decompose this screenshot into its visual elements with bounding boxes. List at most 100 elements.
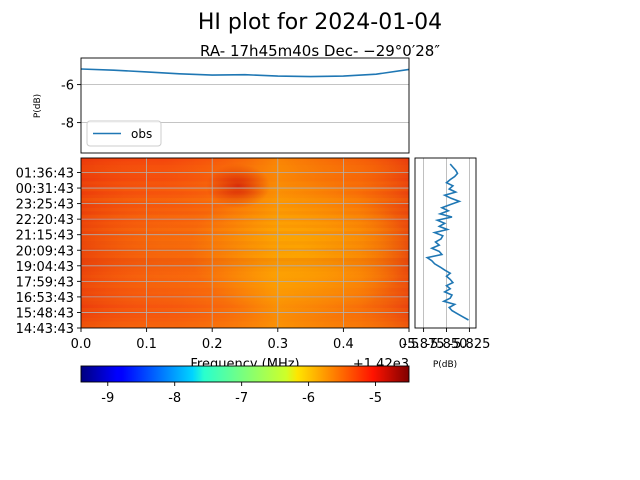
heatmap-row (81, 241, 409, 245)
heatmap-row (81, 291, 409, 295)
heatmap-x-ticks: 0.0 0.1 0.2 0.3 0.4 0.5 (71, 328, 420, 352)
spectrum-y-tick-label: -6 (61, 79, 74, 94)
heatmap-x-tick-label: 0.0 (71, 337, 92, 352)
heatmap-row (81, 288, 409, 291)
figure-subtitle: RA- 17h45m40s Dec- −29°0′28″ (200, 42, 440, 60)
heatmap-row (81, 198, 409, 202)
spectrum-y-tick-label: -8 (61, 117, 74, 132)
spectrum-legend: obs (86, 120, 162, 147)
heatmap-row (81, 221, 409, 224)
colorbar-ticks: -9 -8 -7 -6 -5 (101, 382, 382, 406)
heatmap-row (81, 171, 409, 175)
heatmap-y-tick-label: 00:31:43 (16, 182, 74, 197)
heatmap-row (81, 324, 409, 328)
colorbar-tick-label: -5 (369, 391, 382, 406)
heatmap-y-tick-label: 01:36:43 (16, 167, 74, 182)
heatmap-row (81, 205, 409, 208)
heatmap-row (81, 311, 409, 315)
profile-x-tick-label: -5.875 (403, 337, 445, 352)
legend-obs-label: obs (131, 127, 152, 141)
heatmap-y-ticks: 01:36:4300:31:4323:25:4322:20:4321:15:43… (16, 167, 81, 337)
heatmap-hot-region (206, 164, 270, 208)
heatmap-row (81, 298, 409, 302)
heatmap-row (81, 174, 409, 178)
heatmap-row (81, 235, 409, 238)
profile-x-ticks: -5.875-5.850-5.825 (403, 328, 490, 352)
heatmap-stripes (81, 158, 409, 328)
heatmap-row (81, 258, 409, 262)
heatmap-y-tick-label: 19:04:43 (16, 260, 74, 275)
heatmap-row (81, 194, 409, 198)
heatmap-row (81, 201, 409, 205)
heatmap-y-tick-label: 21:15:43 (16, 229, 74, 244)
heatmap-row (81, 191, 409, 194)
heatmap-row (81, 214, 409, 218)
colorbar-tick-label: -6 (302, 391, 315, 406)
colorbar-tick-label: -7 (235, 391, 248, 406)
profile-x-label: P(dB) (433, 360, 457, 370)
colorbar-gradient (80, 365, 410, 383)
obs-series-line (80, 68, 410, 78)
heatmap-row (81, 231, 409, 235)
spectrum-y-label: P(dB) (33, 94, 43, 118)
heatmap-row (81, 268, 409, 271)
heatmap-row (81, 295, 409, 298)
heatmap-row (81, 314, 409, 318)
heatmap-x-tick-label: 0.3 (267, 337, 288, 352)
heatmap-row (81, 281, 409, 285)
heatmap-row (81, 255, 409, 258)
spectrum-y-ticks: -6 -8 (61, 79, 81, 132)
spectrum-frame (80, 57, 410, 154)
heatmap-row (81, 178, 409, 181)
heatmap-row (81, 301, 409, 305)
heatmap-row (81, 181, 409, 185)
heatmap-row (81, 228, 409, 231)
heatmap-row (81, 224, 409, 228)
heatmap-x-tick-label: 0.1 (136, 337, 157, 352)
heatmap-frame (80, 157, 410, 329)
heatmap-row (81, 264, 409, 268)
heatmap-panel: 0.0 0.1 0.2 0.3 0.4 0.5 01:36:4300:31:4323:25… (16, 157, 420, 372)
heatmap-y-tick-label: 22:20:43 (16, 213, 74, 228)
heatmap-row (81, 161, 409, 165)
heatmap-image (81, 158, 409, 328)
heatmap-y-tick-label: 15:48:43 (16, 306, 74, 321)
heatmap-row (81, 238, 409, 241)
heatmap-gridlines (81, 158, 409, 328)
heatmap-y-tick-label: 14:43:43 (16, 322, 74, 337)
heatmap-row (81, 158, 409, 162)
heatmap-row (81, 244, 409, 248)
heatmap-row (81, 278, 409, 281)
profile-x-tick-label: -5.825 (448, 337, 490, 352)
heatmap-row (81, 188, 409, 192)
heatmap-row (81, 248, 409, 252)
spectrum-panel: -6 -8 P(dB) obs (33, 57, 410, 154)
heatmap-row (81, 271, 409, 274)
colorbar-tick-label: -9 (101, 391, 114, 406)
heatmap-y-tick-label: 17:59:43 (16, 275, 74, 290)
heatmap-row (81, 321, 409, 325)
colorbar-tick-label: -8 (168, 391, 181, 406)
heatmap-y-tick-label: 23:25:43 (16, 198, 74, 213)
heatmap-row (81, 284, 409, 288)
heatmap-row (81, 184, 409, 188)
heatmap-row (81, 251, 409, 255)
heatmap-row (81, 318, 409, 322)
profile-panel: -5.875-5.850-5.825 P(dB) (403, 157, 490, 370)
figure-title: HI plot for 2024-01-04 (198, 10, 442, 35)
heatmap-row (81, 211, 409, 214)
legend-box (86, 120, 162, 147)
heatmap-x-tick-label: 0.4 (333, 337, 354, 352)
heatmap-row (81, 208, 409, 212)
profile-frame (414, 157, 477, 329)
heatmap-row (81, 168, 409, 172)
heatmap-row (81, 308, 409, 312)
heatmap-row (81, 218, 409, 222)
profile-series-line (425, 163, 469, 321)
heatmap-row (81, 164, 409, 168)
profile-x-tick-label: -5.850 (426, 337, 468, 352)
heatmap-x-tick-label: 0.5 (399, 337, 420, 352)
heatmap-row (81, 261, 409, 265)
heatmap-y-tick-label: 16:53:43 (16, 291, 74, 306)
